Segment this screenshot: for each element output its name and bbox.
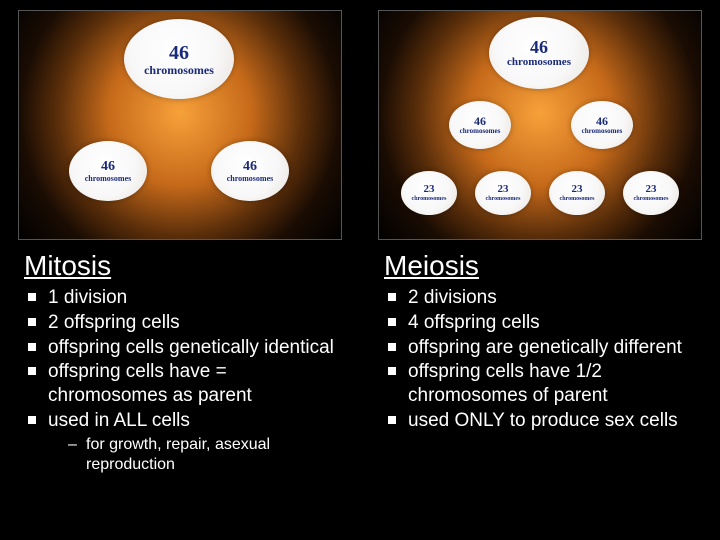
mitosis-column: 46 chromosomes 46 chromosomes 46 chromos… <box>0 0 360 540</box>
cell-count: 46 <box>530 38 548 56</box>
mitosis-daughter-cell: 46 chromosomes <box>69 141 147 201</box>
cell-label: chromosomes <box>486 196 521 202</box>
mitosis-title: Mitosis <box>0 244 360 284</box>
cell-count: 46 <box>596 115 608 127</box>
meiosis-row2-cell: 46 chromosomes <box>449 101 511 149</box>
bullet-item: offspring are genetically different <box>384 336 700 360</box>
bullet-item: 2 offspring cells <box>24 311 340 335</box>
bullet-item: offspring cells genetically identical <box>24 336 340 360</box>
sub-bullets: for growth, repair, asexual reproduction <box>48 435 340 475</box>
mitosis-bullets: 1 division 2 offspring cells offspring c… <box>0 284 360 476</box>
bullet-item: 2 divisions <box>384 286 700 310</box>
bullet-item: 4 offspring cells <box>384 311 700 335</box>
slide: 46 chromosomes 46 chromosomes 46 chromos… <box>0 0 720 540</box>
mitosis-diagram: 46 chromosomes 46 chromosomes 46 chromos… <box>18 10 342 240</box>
cell-label: chromosomes <box>85 175 132 183</box>
meiosis-row3-cell: 23 chromosomes <box>401 171 457 215</box>
bullet-item: 1 division <box>24 286 340 310</box>
cell-count: 46 <box>243 160 257 174</box>
meiosis-title: Meiosis <box>360 244 720 284</box>
cell-count: 23 <box>646 184 657 195</box>
meiosis-row3-cell: 23 chromosomes <box>549 171 605 215</box>
cell-count: 23 <box>424 184 435 195</box>
bullet-item: used in ALL cells for growth, repair, as… <box>24 409 340 475</box>
mitosis-daughter-cell: 46 chromosomes <box>211 141 289 201</box>
cell-count: 46 <box>474 115 486 127</box>
meiosis-row3-cell: 23 chromosomes <box>475 171 531 215</box>
bullet-item: used ONLY to produce sex cells <box>384 409 700 433</box>
meiosis-column: 46 chromosomes 46 chromosomes 46 chromos… <box>360 0 720 540</box>
cell-count: 46 <box>101 160 115 174</box>
cell-label: chromosomes <box>460 128 501 135</box>
meiosis-row2-cell: 46 chromosomes <box>571 101 633 149</box>
meiosis-row3-cell: 23 chromosomes <box>623 171 679 215</box>
cell-count: 46 <box>169 43 189 63</box>
meiosis-parent-cell: 46 chromosomes <box>489 17 589 89</box>
mitosis-parent-cell: 46 chromosomes <box>124 19 234 99</box>
cell-count: 23 <box>498 184 509 195</box>
cell-label: chromosomes <box>582 128 623 135</box>
bullet-text: used in ALL cells <box>48 410 190 431</box>
bullet-item: offspring cells have = chromosomes as pa… <box>24 360 340 408</box>
cell-label: chromosomes <box>412 196 447 202</box>
cell-label: chromosomes <box>560 196 595 202</box>
meiosis-diagram: 46 chromosomes 46 chromosomes 46 chromos… <box>378 10 702 240</box>
cell-label: chromosomes <box>507 57 571 68</box>
cell-label: chromosomes <box>227 175 274 183</box>
meiosis-bullets: 2 divisions 4 offspring cells offspring … <box>360 284 720 434</box>
sub-bullet-item: for growth, repair, asexual reproduction <box>68 435 340 475</box>
cell-label: chromosomes <box>144 64 214 76</box>
cell-count: 23 <box>572 184 583 195</box>
bullet-item: offspring cells have 1/2 chromosomes of … <box>384 360 700 408</box>
cell-label: chromosomes <box>634 196 669 202</box>
